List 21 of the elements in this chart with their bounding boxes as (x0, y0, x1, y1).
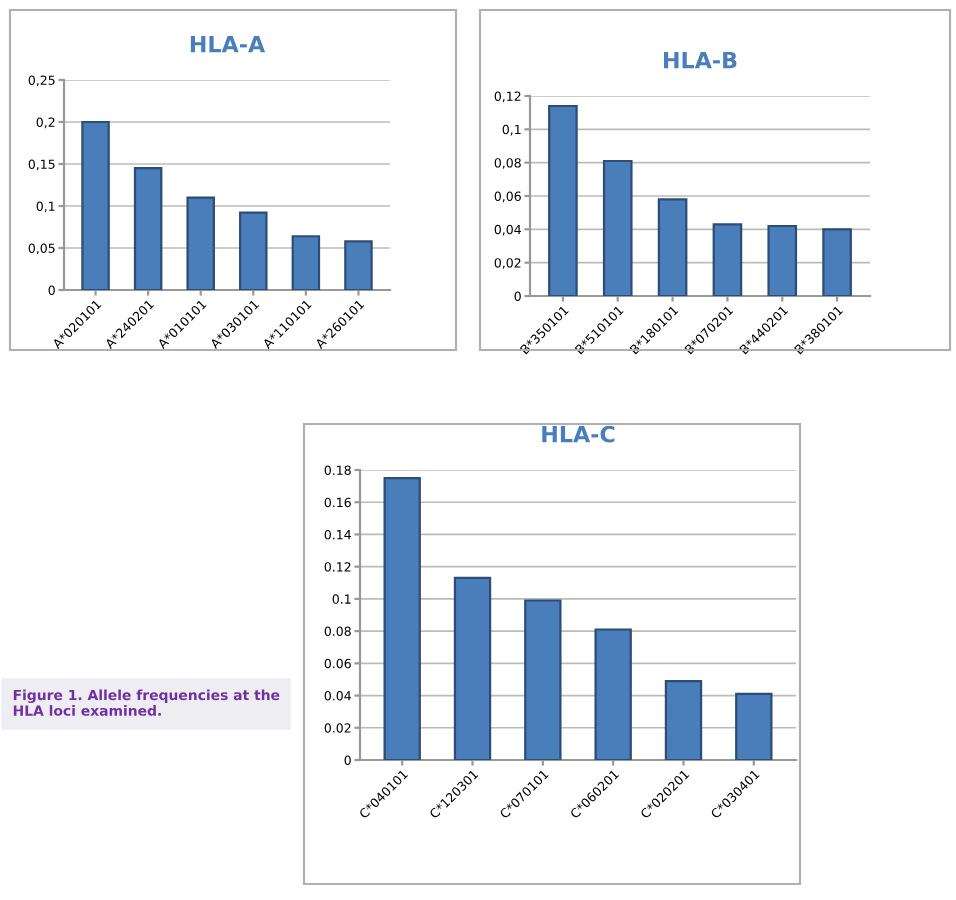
bar (712, 223, 743, 296)
bar (239, 211, 268, 290)
bar (735, 692, 773, 760)
bar (822, 228, 852, 296)
chart-title: HLA-A (190, 36, 266, 53)
bar (594, 628, 632, 760)
bar (383, 476, 421, 760)
chart-title: HLA-B (663, 52, 737, 69)
bar (664, 679, 703, 760)
bar (657, 198, 688, 296)
bar (81, 120, 110, 290)
bar (548, 104, 578, 296)
chart-title: HLA-C (542, 425, 615, 443)
bar (186, 196, 215, 290)
bar (453, 576, 492, 760)
bar (524, 599, 562, 760)
bar (767, 224, 798, 296)
bar (344, 240, 373, 290)
bar (291, 235, 321, 290)
bar (602, 159, 633, 296)
bar (133, 167, 163, 290)
